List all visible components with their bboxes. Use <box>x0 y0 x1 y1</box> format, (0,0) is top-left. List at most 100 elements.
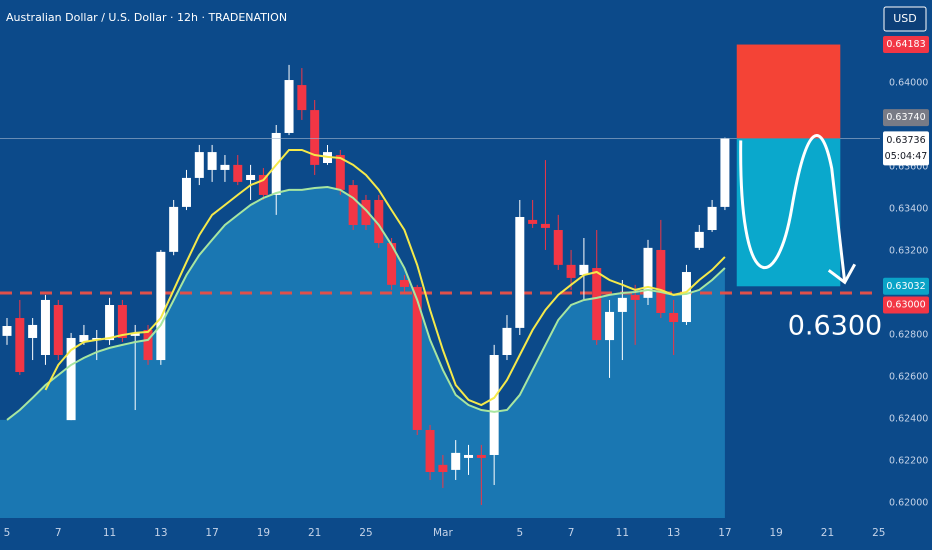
candle-body <box>707 206 717 231</box>
price-badge-label: 0.63000 <box>886 300 925 311</box>
candle-body <box>720 138 730 207</box>
candle-body <box>399 280 409 287</box>
candle-body <box>233 164 243 182</box>
candle-body <box>28 324 38 338</box>
candle-body <box>284 80 294 133</box>
candle-body <box>2 326 12 336</box>
candle-body <box>617 297 627 312</box>
candle-body <box>207 152 217 170</box>
price-badge-label: 0.63736 <box>886 135 925 146</box>
y-tick-label: 0.62000 <box>889 498 928 509</box>
x-tick-label: Mar <box>433 527 453 539</box>
candle-body <box>130 332 140 336</box>
candle-body <box>502 327 512 355</box>
y-tick-label: 0.62200 <box>889 456 928 467</box>
candle-body <box>681 272 691 323</box>
x-tick-label: 25 <box>872 527 885 539</box>
x-tick-label: 11 <box>103 527 116 539</box>
y-tick-label: 0.63600 <box>889 161 928 172</box>
x-tick-label: 7 <box>55 527 62 539</box>
candle-body <box>220 164 230 170</box>
candle-body <box>579 264 589 275</box>
ma-fast-line <box>44 149 726 407</box>
candle-body <box>156 251 166 361</box>
ma-area <box>0 187 725 518</box>
candle-body <box>464 454 474 458</box>
price-badge <box>883 277 929 295</box>
candle-body <box>694 231 704 248</box>
candle-body <box>361 199 371 225</box>
y-tick-label: 0.62600 <box>889 372 928 383</box>
candle-body <box>348 185 358 225</box>
candle-body <box>669 312 679 323</box>
x-tick-label: 25 <box>359 527 372 539</box>
target-label: 0.6300 <box>788 311 882 342</box>
candle-body <box>489 354 499 455</box>
candle-body <box>540 223 550 228</box>
price-badge <box>883 131 929 166</box>
x-tick-label: 17 <box>205 527 218 539</box>
candle-body <box>143 329 153 361</box>
y-tick-label: 0.62800 <box>889 330 928 341</box>
candle-body <box>258 174 268 195</box>
chart-title: Australian Dollar / U.S. Dollar · 12h · … <box>6 11 287 24</box>
candle-body <box>566 264 576 278</box>
x-tick-label: 21 <box>308 527 321 539</box>
candle-body <box>438 464 448 472</box>
candle-body <box>40 299 50 355</box>
candle-body <box>374 199 384 244</box>
y-tick-label: 0.62400 <box>889 414 928 425</box>
x-tick-label: 13 <box>667 527 680 539</box>
candle-body <box>515 216 525 328</box>
candle-body <box>425 429 435 472</box>
y-tick-label: 0.63200 <box>889 246 928 257</box>
price-badge <box>883 36 929 54</box>
target-zone <box>736 138 841 287</box>
candle-body <box>630 294 640 300</box>
candle-body <box>246 174 256 181</box>
y-tick-label: 0.64000 <box>889 77 928 88</box>
price-badge <box>883 296 929 314</box>
price-badge-label: 0.63740 <box>886 112 925 123</box>
candle-body <box>297 85 307 111</box>
candle-body <box>105 305 115 341</box>
projection-curve <box>739 134 847 283</box>
candle-body <box>451 452 461 470</box>
candle-body <box>553 230 563 265</box>
candle-body <box>66 337 76 421</box>
candle-body <box>181 177 191 207</box>
candle-body <box>79 335 89 342</box>
ma-slow-line <box>6 185 726 421</box>
candle-body <box>53 305 63 355</box>
candle-body <box>412 286 422 430</box>
price-badge-label: 0.64183 <box>886 39 925 50</box>
candle-body <box>387 243 397 285</box>
y-tick-label: 0.63400 <box>889 204 928 215</box>
candle-body <box>605 311 615 341</box>
candle-body <box>169 206 179 252</box>
projection-arrowhead <box>827 263 857 285</box>
x-tick-label: 5 <box>4 527 11 539</box>
candle-body <box>194 152 204 178</box>
x-tick-label: 13 <box>154 527 167 539</box>
x-tick-label: 17 <box>718 527 731 539</box>
candle-body <box>335 155 345 190</box>
countdown: 05:04:47 <box>885 151 928 162</box>
candle-body <box>592 268 602 341</box>
candle-body <box>15 318 25 373</box>
candle-body <box>528 219 538 224</box>
currency-box[interactable] <box>883 6 927 32</box>
candle-body <box>656 249 666 313</box>
plot: 0.6300 <box>0 44 882 518</box>
candle-body <box>476 454 486 458</box>
candle-body <box>117 305 127 338</box>
x-tick-label: 21 <box>821 527 834 539</box>
stop-zone <box>736 44 841 139</box>
price-badge <box>883 109 929 127</box>
x-tick-label: 7 <box>568 527 575 539</box>
currency[interactable]: USD <box>893 12 917 25</box>
candle-body <box>643 247 653 298</box>
x-tick-label: 19 <box>257 527 270 539</box>
price-badge-label: 0.63032 <box>886 281 925 292</box>
